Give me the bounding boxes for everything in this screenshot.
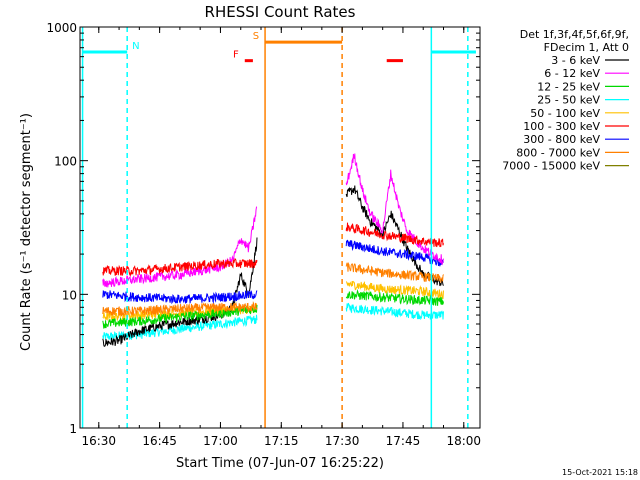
plot-frame — [79, 26, 481, 429]
flag-bars: N S F — [82, 31, 476, 63]
legend-header-detectors: Det 1f,3f,4f,5f,6f,9f, — [520, 28, 629, 41]
series-line-2-seg-1 — [345, 288, 444, 306]
legend-label-7: 800 - 7000 keV — [516, 146, 600, 159]
vertical-marker-lines — [81, 27, 469, 428]
series-line-5-seg-1 — [345, 222, 444, 248]
legend: Det 1f,3f,4f,5f,6f,9f, FDecim 1, Att 0 3… — [502, 28, 629, 173]
series-line-6-seg-1 — [345, 239, 444, 267]
series-line-4-seg-1 — [346, 280, 444, 301]
chart-title: RHESSI Count Rates — [205, 3, 356, 21]
series-line-6-seg-0 — [102, 290, 258, 305]
legend-label-3: 25 - 50 keV — [537, 94, 600, 107]
x-axis-ticks: 16:30 16:45 17:00 17:15 17:30 17:45 18:00 — [81, 27, 481, 448]
legend-label-8: 7000 - 15000 keV — [502, 160, 600, 173]
legend-label-6: 300 - 800 keV — [523, 133, 600, 146]
timestamp: 15-Oct-2021 15:18 — [562, 468, 638, 477]
legend-label-1: 6 - 12 keV — [544, 67, 600, 80]
x-tick-label-4: 17:30 — [325, 434, 360, 448]
plot-area: N S F — [79, 26, 481, 429]
flag-label-0: N — [132, 41, 139, 52]
series-line-7-seg-0 — [102, 300, 258, 317]
series-line-7-seg-1 — [345, 261, 444, 283]
y-tick-label-2: 100 — [54, 155, 77, 169]
x-tick-label-2: 17:00 — [203, 434, 238, 448]
x-axis-label: Start Time (07-Jun-07 16:25:22) — [176, 456, 384, 471]
x-tick-label-1: 16:45 — [142, 434, 177, 448]
series-line-1-seg-0 — [102, 206, 258, 288]
x-tick-label-0: 16:30 — [81, 434, 116, 448]
x-tick-label-6: 18:00 — [446, 434, 481, 448]
legend-label-5: 100 - 300 keV — [523, 120, 600, 133]
legend-header-decimation: FDecim 1, Att 0 — [544, 41, 629, 54]
series-line-5-seg-0 — [102, 258, 258, 277]
series-line-3-seg-1 — [345, 302, 444, 321]
series-line-2-seg-0 — [102, 304, 258, 329]
flag-label-3: F — [233, 50, 239, 61]
legend-label-4: 50 - 100 keV — [530, 107, 600, 120]
y-axis-ticks: 1 10 100 1000 — [46, 21, 480, 436]
y-tick-label-0: 1 — [69, 422, 77, 436]
legend-label-0: 3 - 6 keV — [551, 54, 600, 67]
series-layer — [102, 153, 444, 347]
x-tick-label-3: 17:15 — [264, 434, 299, 448]
flag-label-2: S — [253, 31, 259, 42]
series-line-1-seg-1 — [345, 153, 444, 266]
x-tick-label-5: 17:45 — [386, 434, 421, 448]
y-tick-label-3: 1000 — [46, 21, 77, 35]
legend-label-2: 12 - 25 keV — [537, 80, 600, 93]
y-tick-label-1: 10 — [62, 288, 77, 302]
y-axis-label: Count Rate (s⁻¹ detector segment⁻¹) — [19, 113, 34, 351]
